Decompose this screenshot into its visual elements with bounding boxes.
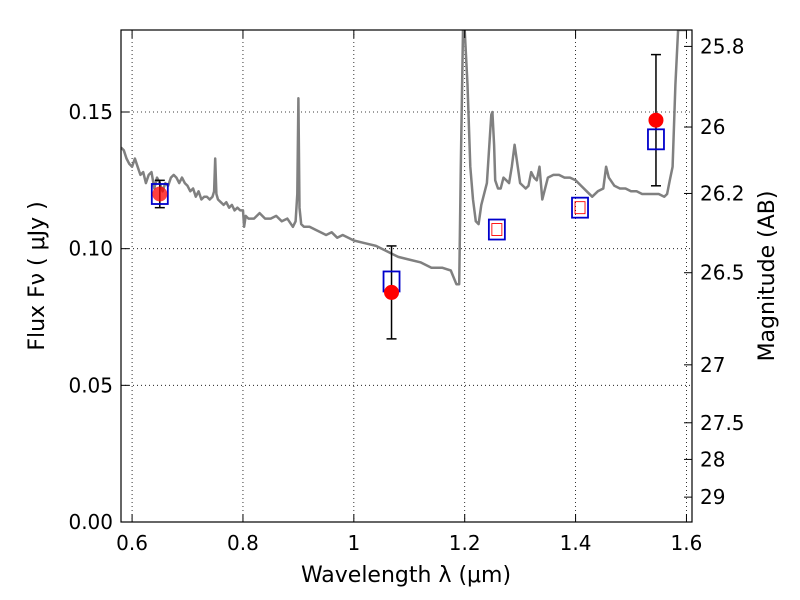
x-tick-label: 1.2 [449,531,481,555]
y-tick-label: 0.00 [68,510,113,534]
observed-point [648,112,664,128]
right-tick-label: 27 [700,353,725,377]
observed-point [152,186,168,202]
model-band-inner-square [491,223,503,236]
right-tick-label: 26 [700,115,725,139]
x-tick-label: 1 [347,531,360,555]
model-band-square [487,218,506,241]
right-tick-label: 28 [700,447,725,471]
x-tick-label: 1.4 [560,531,592,555]
y-tick-label: 0.05 [68,373,113,397]
observed-point [384,284,400,300]
x-axis-label: Wavelength λ (μm) [301,563,511,588]
right-tick-label: 25.8 [700,34,745,58]
y-axis-label: Flux Fν ( μJy ) [25,201,50,350]
right-tick-label: 29 [700,485,725,509]
x-tick-label: 0.8 [227,531,259,555]
axis-ticks: 0.6 0.8 1 1.2 1.4 1.6 0.00 0.05 0.10 0.15 25.8 26 26… [68,30,745,555]
plot-frame [120,29,693,523]
model-band-square [571,196,589,219]
model-band-inner-square [574,201,586,215]
right-tick-label: 26.5 [700,261,745,285]
plot-area [121,30,692,522]
model-band-square [150,183,169,205]
right-axis-label: Magnitude (AB) [755,191,780,362]
right-tick-label: 26.2 [700,181,745,205]
x-tick-label: 1.6 [671,531,703,555]
model-spectrum-line [121,30,687,286]
y-tick-label: 0.15 [68,100,113,124]
right-tick-label: 27.5 [700,411,745,435]
model-band-square [647,128,665,151]
x-tick-label: 0.6 [116,531,148,555]
y-tick-label: 0.10 [68,237,113,261]
plot-layer [121,30,687,340]
